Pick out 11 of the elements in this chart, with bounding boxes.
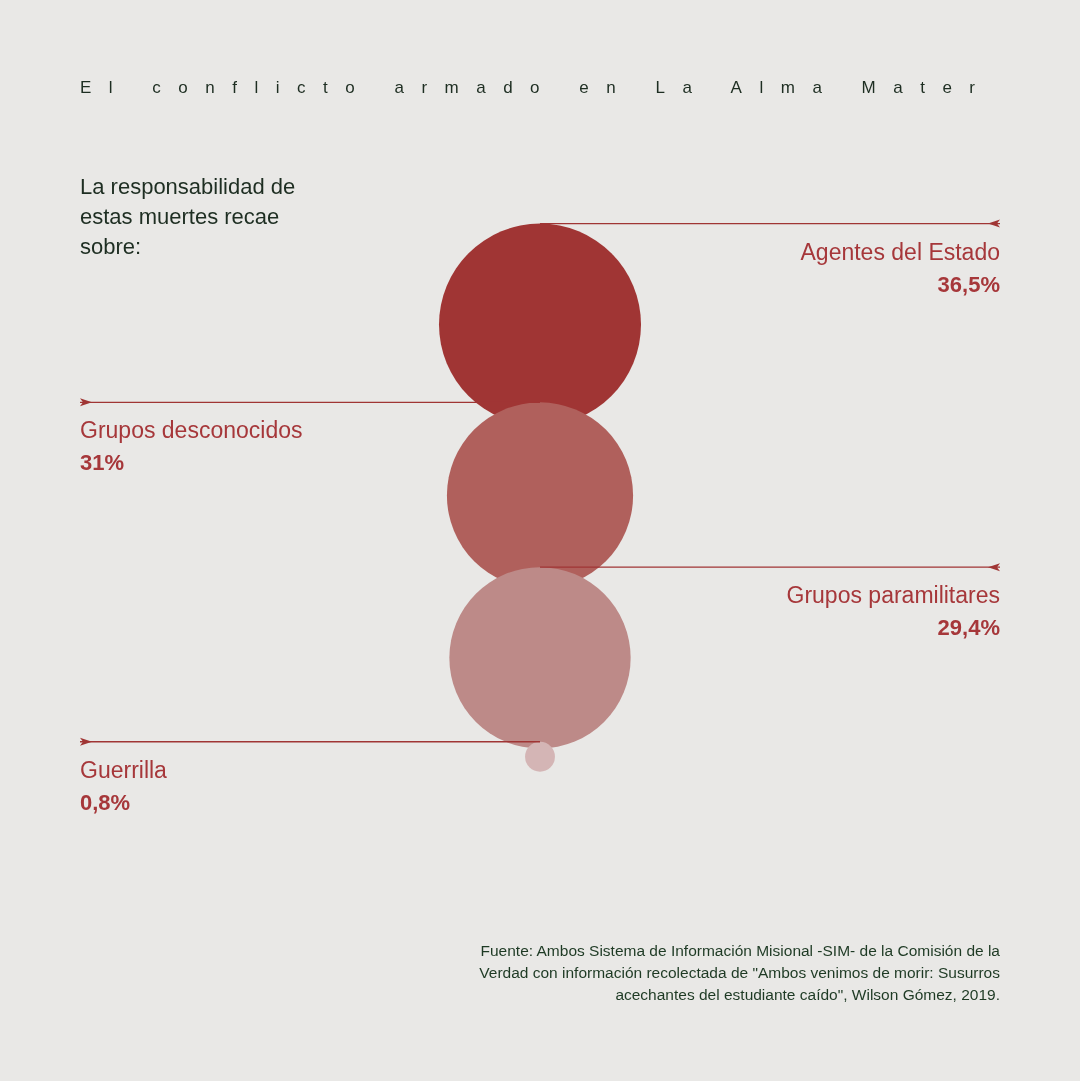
category-label: Guerrilla: [80, 756, 168, 783]
data-label: 29,4%: [937, 615, 1000, 641]
category-label: Agentes del Estado: [800, 238, 1000, 265]
category-label: Grupos paramilitares: [786, 582, 1000, 609]
text: El conflicto armado en La Alma Mater: [80, 78, 994, 98]
source-note: Fuente: Ambos Sistema de Información Misional -SIM- de la Comisión de la Verdad con información recolectada de "Ambos venimos de morir: Susurros acechantes del estudiante caído", Wilson Gómez, 2019.: [478, 941, 1000, 1005]
data-label: 36,5%: [937, 271, 1000, 297]
data-label: 31%: [80, 450, 125, 476]
text: La responsabilidad de estas muertes recae sobre:: [80, 173, 297, 261]
category-label: Grupos desconocidos: [80, 417, 303, 444]
data-label: 0,8%: [80, 789, 131, 815]
